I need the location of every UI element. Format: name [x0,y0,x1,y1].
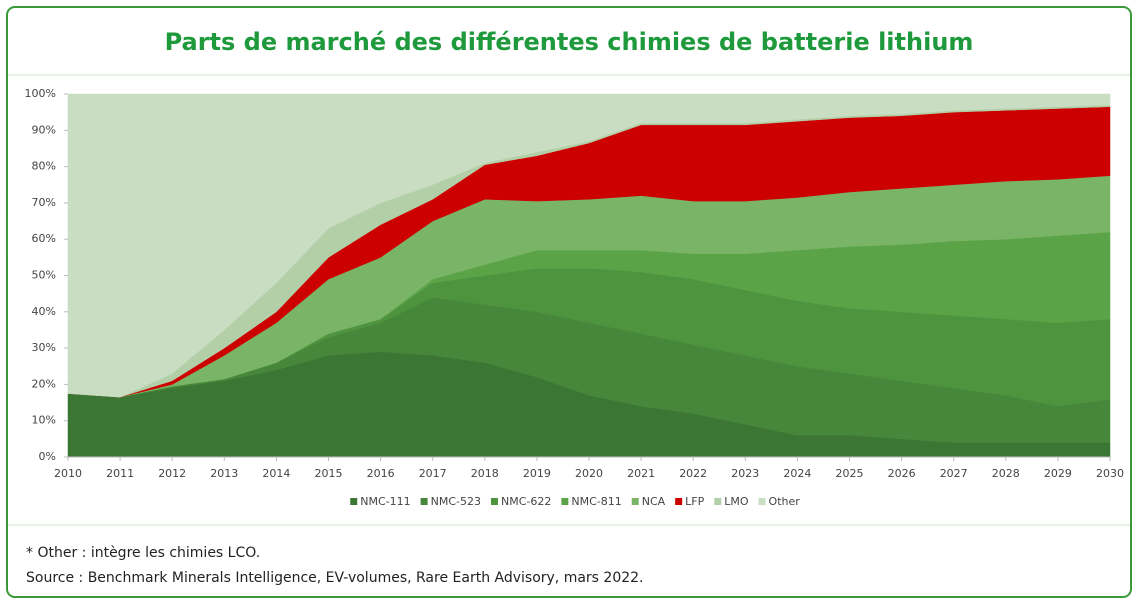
x-tick-label: 2025 [836,467,864,480]
y-tick-label: 0% [39,450,56,463]
legend-label: NMC-523 [431,495,481,508]
x-tick-label: 2024 [783,467,811,480]
x-tick-label: 2015 [315,467,343,480]
x-tick-label: 2026 [888,467,916,480]
y-tick-label: 40% [32,305,56,318]
legend-swatch [420,498,428,505]
y-tick-label: 70% [32,196,56,209]
legend-swatch [675,498,683,505]
x-tick-label: 2018 [471,467,499,480]
legend-label: LFP [685,495,704,508]
x-tick-label: 2011 [106,467,134,480]
legend-label: NMC-622 [501,495,551,508]
x-tick-label: 2013 [210,467,238,480]
y-tick-label: 50% [32,269,56,282]
x-tick-label: 2012 [158,467,186,480]
x-tick-label: 2023 [731,467,759,480]
x-tick-label: 2022 [679,467,707,480]
legend-label: Other [769,495,801,508]
x-tick-label: 2020 [575,467,603,480]
y-tick-label: 10% [32,414,56,427]
legend-label: NMC-111 [360,495,410,508]
legend-label: NMC-811 [571,495,621,508]
legend-swatch [561,498,569,505]
chart-title: Parts de marché des différentes chimies … [165,28,974,56]
x-tick-label: 2010 [54,467,82,480]
x-tick-label: 2017 [419,467,447,480]
footnote: Source : Benchmark Minerals Intelligence… [26,570,644,586]
y-tick-label: 90% [32,123,56,136]
legend-swatch [350,498,358,505]
x-tick-label: 2016 [367,467,395,480]
legend-label: LMO [724,495,749,508]
x-tick-label: 2014 [262,467,290,480]
y-tick-label: 100% [25,87,56,100]
x-tick-label: 2028 [992,467,1020,480]
legend-swatch [490,498,498,505]
y-tick-label: 60% [32,232,56,245]
legend-label: NCA [642,495,666,508]
y-tick-label: 80% [32,160,56,173]
y-tick-label: 30% [32,341,56,354]
area [67,93,1111,398]
footnote: * Other : intègre les chimies LCO. [26,545,260,561]
legend-swatch [714,498,722,505]
x-tick-label: 2019 [523,467,551,480]
x-tick-label: 2027 [940,467,968,480]
x-tick-label: 2021 [627,467,655,480]
y-tick-label: 20% [32,377,56,390]
x-tick-label: 2030 [1096,467,1124,480]
x-tick-label: 2029 [1044,467,1072,480]
legend-swatch [758,498,766,505]
legend-swatch [631,498,639,505]
